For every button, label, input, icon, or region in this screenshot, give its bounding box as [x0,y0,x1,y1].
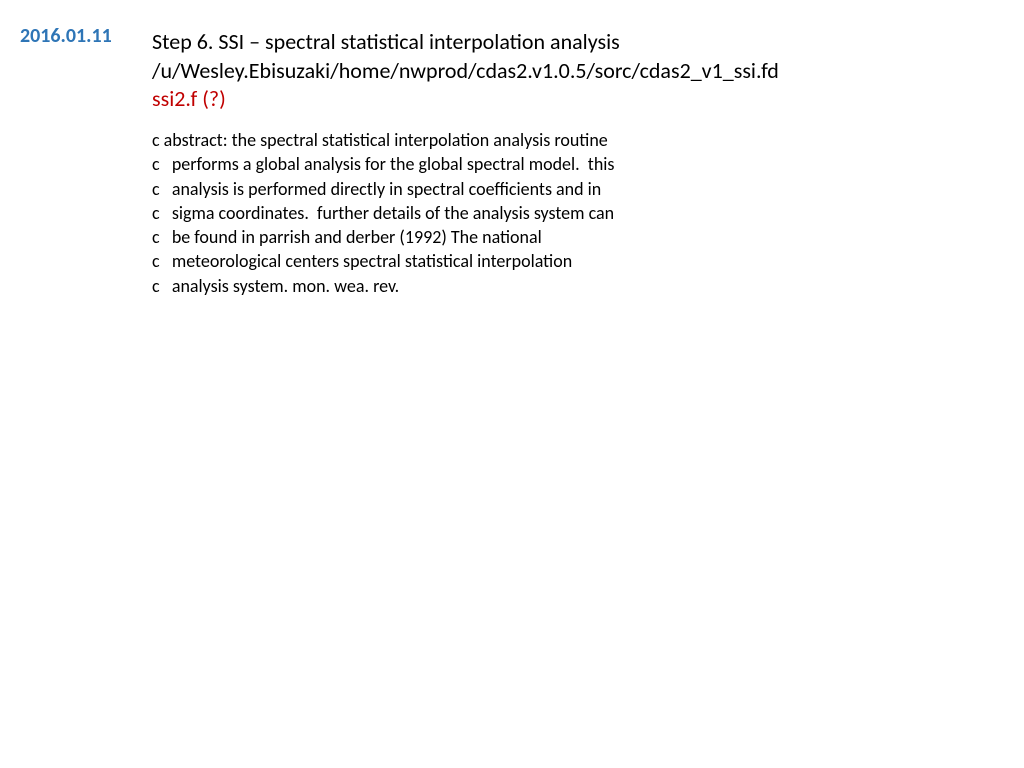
abstract-line: c sigma coordinates. further details of … [152,201,852,225]
abstract-block: c abstract: the spectral statistical int… [152,128,852,298]
header-line-2: /u/Wesley.Ebisuzaki/home/nwprod/cdas2.v1… [152,57,952,86]
header-block: Step 6. SSI – spectral statistical inter… [152,28,952,114]
slide: 2016.01.11 Step 6. SSI – spectral statis… [0,0,1024,768]
abstract-line: c be found in parrish and derber (1992) … [152,225,852,249]
abstract-line: c performs a global analysis for the glo… [152,152,852,176]
abstract-line: c abstract: the spectral statistical int… [152,128,852,152]
abstract-line: c meteorological centers spectral statis… [152,249,852,273]
abstract-line: c analysis is performed directly in spec… [152,177,852,201]
abstract-line: c analysis system. mon. wea. rev. [152,274,852,298]
date-stamp: 2016.01.11 [20,24,112,48]
header-line-3: ssi2.f (?) [152,85,952,114]
header-line-1: Step 6. SSI – spectral statistical inter… [152,28,952,57]
